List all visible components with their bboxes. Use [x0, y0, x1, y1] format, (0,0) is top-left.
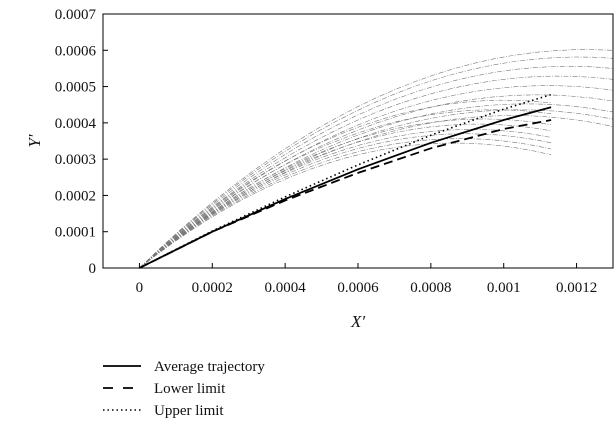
y-tick-label: 0.0002: [55, 188, 96, 204]
y-tick-label: 0.0006: [55, 43, 97, 59]
x-tick-label: 0.0006: [337, 280, 379, 296]
legend-label-dotted: Upper limit: [154, 403, 224, 419]
y-tick-label: 0: [89, 261, 97, 277]
legend-label-dashed: Lower limit: [154, 381, 226, 397]
sample-trajectory-10: [139, 99, 552, 269]
sample-trajectory-16: [139, 138, 552, 269]
x-axis-title: X′: [350, 312, 365, 331]
sample-trajectory-8: [139, 109, 614, 269]
sample-trajectory-7: [139, 103, 614, 269]
sample-trajectory-14: [139, 129, 552, 269]
y-axis-title: Y′: [25, 134, 44, 147]
x-tick-label: 0.001: [487, 280, 521, 296]
sample-trajectory-17: [139, 142, 552, 269]
sample-trajectory-3: [139, 65, 614, 269]
sample-trajectory-9: [139, 115, 614, 269]
sample-trajectory-4: [139, 75, 614, 269]
sample-trajectory-11: [139, 109, 552, 269]
sample-trajectory-2: [139, 56, 614, 269]
sample-trajectory-13: [139, 123, 552, 269]
series-lines: [138, 93, 552, 269]
sample-trajectory-5: [139, 85, 614, 269]
x-tick-label: 0.0004: [265, 280, 307, 296]
x-tick-label: 0: [136, 280, 144, 296]
sample-trajectory-12: [139, 118, 552, 269]
sample-trajectory-15: [139, 133, 552, 269]
x-tick-label: 0.0008: [410, 280, 451, 296]
y-tick-label: 0.0005: [55, 80, 96, 96]
legend-label-solid: Average trajectory: [154, 359, 265, 375]
y-tick-label: 0.0001: [55, 225, 96, 241]
x-tick-label: 0.0012: [556, 280, 597, 296]
series-line-dotted: [139, 93, 552, 269]
sample-trajectory-1: [139, 49, 614, 269]
series-line-solid: [138, 106, 552, 269]
y-tick-label: 0.0007: [55, 7, 97, 23]
x-tick-label: 0.0002: [192, 280, 233, 296]
axis-ticks: 0 0.0002 0.0004 0.0006 0.0008 0.001 0.0012 0 0.0…: [55, 7, 597, 296]
y-tick-label: 0.0003: [55, 152, 96, 168]
legend: Average trajectory Lower limit Upper limit: [103, 359, 265, 419]
sample-trajectory-6: [139, 94, 614, 269]
series-line-dashed: [138, 119, 552, 269]
sample-trajectories: [139, 49, 614, 269]
y-tick-label: 0.0004: [55, 116, 97, 132]
